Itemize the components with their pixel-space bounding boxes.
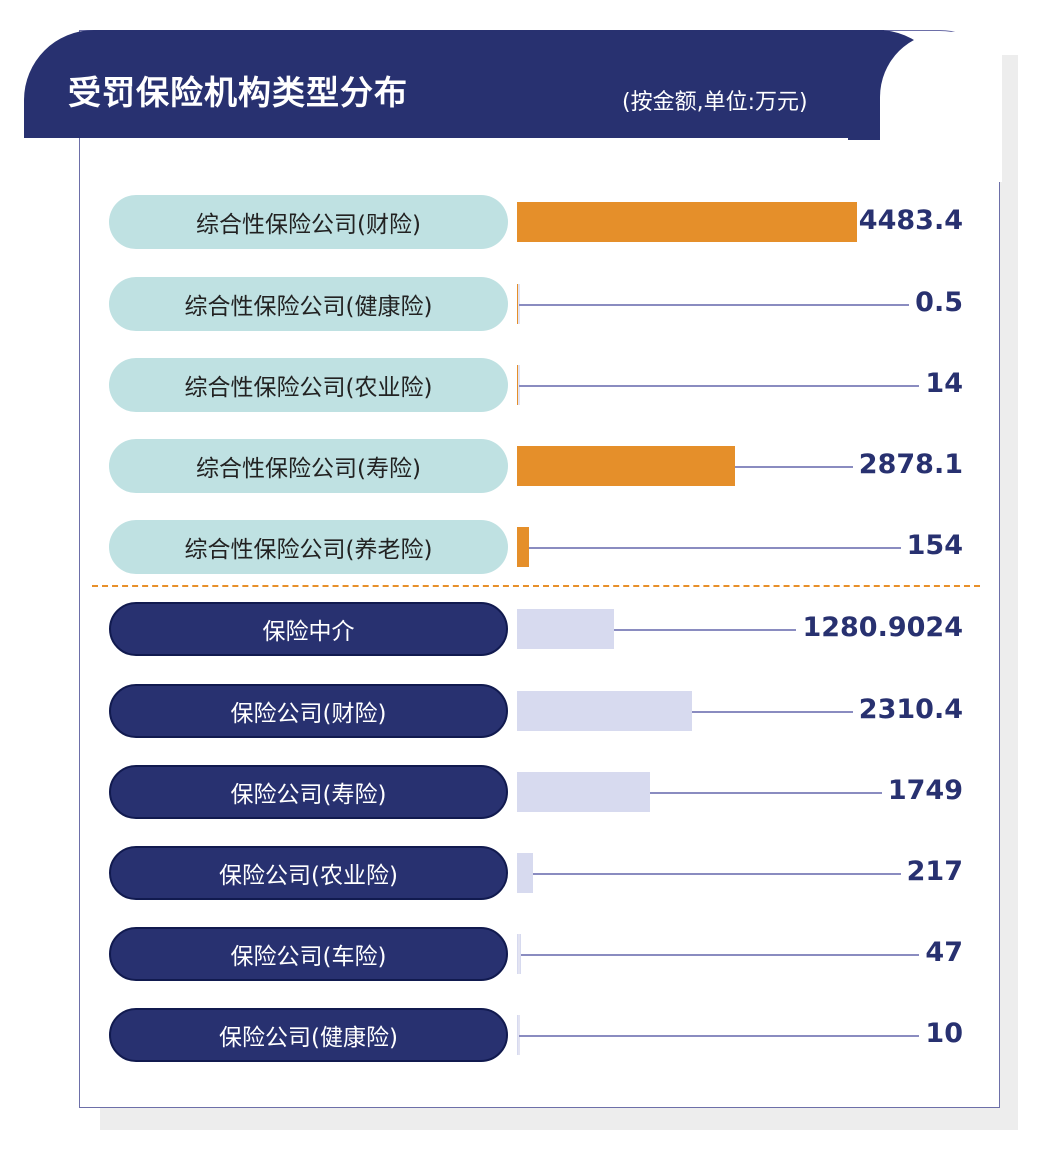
bar [517,609,615,649]
leader-line [518,385,920,387]
bar [517,284,519,324]
value-label: 1749 [887,775,963,806]
category-label: 保险公司(农业险) [109,846,508,900]
value-label: 1280.9024 [802,612,963,643]
category-label: 综合性保险公司(养老险) [109,520,508,574]
category-label: 综合性保险公司(寿险) [109,439,508,493]
category-label: 保险公司(车险) [109,927,508,981]
value-label: 14 [925,368,963,399]
category-label: 保险公司(健康险) [109,1008,508,1062]
value-label: 217 [906,856,963,887]
value-label: 154 [906,530,963,561]
category-label: 综合性保险公司(健康险) [109,277,508,331]
leader-line [518,1035,920,1037]
value-label: 10 [925,1018,963,1049]
chart-title: 受罚保险机构类型分布 [68,73,408,112]
value-label: 2310.4 [858,694,963,725]
group-divider [92,585,980,587]
category-label: 保险公司(寿险) [109,765,508,819]
category-label: 综合性保险公司(农业险) [109,358,508,412]
value-label: 47 [925,937,963,968]
bar [517,365,519,405]
leader-line [692,711,853,713]
category-label: 保险公司(财险) [109,684,508,738]
leader-line [528,547,901,549]
header-band [24,30,884,138]
category-label: 保险中介 [109,602,508,656]
leader-line [518,304,910,306]
chart-subtitle: (按金额,单位:万元) [622,90,808,115]
leader-line [735,466,853,468]
bar [517,527,529,567]
leader-line [614,629,797,631]
leader-line [649,792,882,794]
bar [517,772,650,812]
value-label: 4483.4 [858,205,963,236]
leader-line [520,954,920,956]
bar [517,691,693,731]
bar [517,446,736,486]
bar [517,1015,519,1055]
leader-line [533,873,901,875]
bar [517,853,534,893]
bar [517,202,857,242]
category-label: 综合性保险公司(财险) [109,195,508,249]
value-label: 0.5 [915,287,963,318]
bar-baseline-tick [518,934,520,974]
header-curl-cutout [880,32,1002,182]
value-label: 2878.1 [858,449,963,480]
